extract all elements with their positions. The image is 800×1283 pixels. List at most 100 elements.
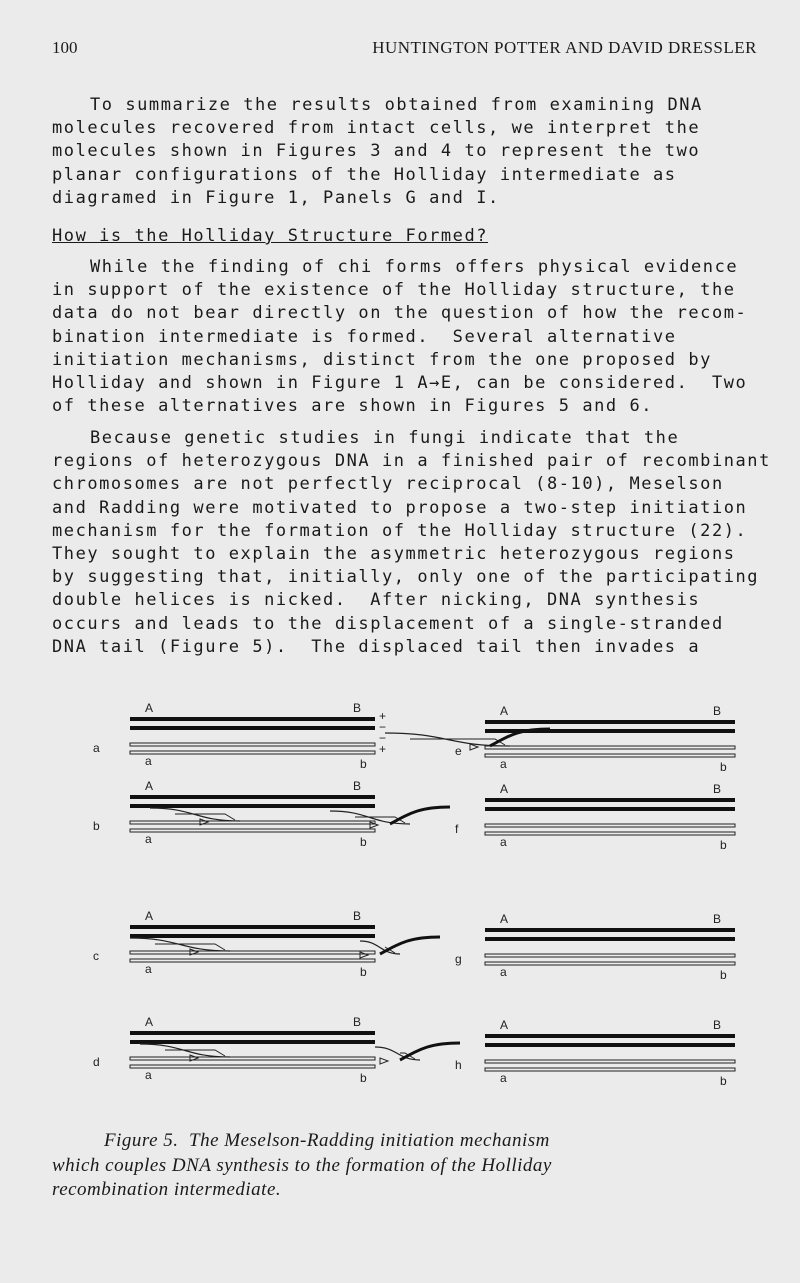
- strand-label: A: [500, 782, 508, 796]
- text-line: diagramed in Figure 1, Panels G and I.: [52, 187, 500, 208]
- crossover: [379, 935, 441, 956]
- strand-label: B: [353, 779, 361, 793]
- strand: [485, 807, 735, 811]
- strand: [129, 1056, 376, 1061]
- strand: [485, 1043, 735, 1047]
- strand-label: b: [360, 835, 367, 849]
- strand-label: B: [713, 1018, 721, 1032]
- polarity-sign: +: [379, 742, 386, 756]
- strand: [484, 823, 736, 828]
- caption-line: which couples DNA synthesis to the forma…: [52, 1154, 552, 1176]
- strand: [130, 804, 375, 808]
- crossover: [410, 738, 506, 746]
- strand: [484, 745, 736, 750]
- strand: [130, 934, 375, 938]
- strand-label: b: [360, 757, 367, 771]
- text-line: DNA tail (Figure 5). The displaced tail …: [52, 636, 701, 657]
- strand-label: b: [720, 838, 727, 852]
- strand-label: a: [500, 1071, 507, 1085]
- strand: [484, 1059, 736, 1064]
- text-line: chromosomes are not perfectly reciprocal…: [52, 474, 724, 495]
- arrowhead: [369, 821, 380, 829]
- crossover: [400, 1052, 416, 1060]
- strand-label: A: [145, 1015, 153, 1029]
- strand-label: b: [720, 760, 727, 774]
- strand-label: B: [713, 704, 721, 718]
- strand: [485, 798, 735, 802]
- arrowhead: [189, 1054, 200, 1062]
- polarity-sign: −: [379, 720, 386, 734]
- text-line: bination intermediate is formed. Several…: [52, 326, 677, 347]
- strand-label: B: [353, 701, 361, 715]
- text-line: by suggesting that, initially, only one …: [52, 567, 760, 588]
- strand: [485, 720, 735, 724]
- strand-label: b: [720, 1074, 727, 1088]
- strand-label: B: [353, 1015, 361, 1029]
- strand-label: A: [500, 912, 508, 926]
- polarity-sign: −: [379, 731, 386, 745]
- text-line: molecules shown in Figures 3 and 4 to re…: [52, 141, 701, 162]
- text-line: regions of heterozygous DNA in a finishe…: [52, 451, 771, 472]
- strand: [130, 1040, 375, 1044]
- crossover: [389, 805, 451, 826]
- strand: [129, 828, 376, 833]
- arrowhead: [469, 743, 480, 751]
- strand: [130, 726, 375, 730]
- text-line: in support of the existence of the Holli…: [52, 280, 736, 301]
- strand: [485, 937, 735, 941]
- strand-label: a: [500, 965, 507, 979]
- crossover: [359, 940, 401, 955]
- strand-label: A: [500, 704, 508, 718]
- strand: [129, 1064, 376, 1069]
- panel-label: c: [93, 949, 99, 963]
- strand-label: a: [145, 1068, 152, 1082]
- strand-label: b: [360, 1071, 367, 1085]
- strand-label: b: [720, 968, 727, 982]
- strand: [129, 950, 376, 955]
- strand-label: A: [145, 909, 153, 923]
- strand: [130, 1031, 375, 1035]
- strand: [130, 717, 375, 721]
- text-line: While the finding of chi forms offers ph…: [90, 257, 739, 277]
- caption-line: Figure 5. The Meselson-Radding initiatio…: [104, 1130, 550, 1151]
- panel-label: f: [455, 822, 459, 836]
- text-line: data do not bear directly on the questio…: [52, 303, 748, 324]
- strand: [484, 831, 736, 836]
- text-line: occurs and leads to the displacement of …: [52, 613, 724, 634]
- crossover: [355, 816, 406, 824]
- strand-label: a: [500, 835, 507, 849]
- crossover: [165, 1049, 226, 1057]
- page-number: 100: [52, 38, 78, 57]
- strand-label: A: [145, 701, 153, 715]
- strand-label: B: [713, 912, 721, 926]
- section-heading: How is the Holliday Structure Formed?: [52, 226, 489, 246]
- running-head: HUNTINGTON POTTER AND DAVID DRESSLER: [372, 38, 757, 57]
- strand-label: A: [500, 1018, 508, 1032]
- panel-label: d: [93, 1055, 100, 1069]
- text-line: planar configurations of the Holliday in…: [52, 164, 677, 185]
- strand: [484, 1067, 736, 1072]
- text-line: and Radding were motivated to propose a …: [52, 497, 748, 518]
- text-line: Holliday and shown in Figure 1 A→E, can …: [52, 373, 748, 393]
- panel-label: h: [455, 1058, 462, 1072]
- panel-label: b: [93, 819, 100, 833]
- strand-label: a: [500, 757, 507, 771]
- panel-label: g: [455, 952, 462, 966]
- strand-label: b: [360, 965, 367, 979]
- text-line: molecules recovered from intact cells, w…: [52, 118, 701, 139]
- strand: [485, 1034, 735, 1038]
- strand: [129, 750, 376, 755]
- text-line: Because genetic studies in fungi indicat…: [90, 428, 680, 448]
- strand: [129, 742, 376, 747]
- arrowhead: [359, 951, 370, 959]
- arrowhead: [199, 818, 210, 826]
- text-line: They sought to explain the asymmetric he…: [52, 544, 736, 564]
- strand: [130, 795, 375, 799]
- strand: [485, 729, 735, 733]
- crossover: [155, 943, 226, 951]
- arrowhead: [379, 1057, 390, 1065]
- strand: [484, 953, 736, 958]
- crossover: [175, 813, 236, 821]
